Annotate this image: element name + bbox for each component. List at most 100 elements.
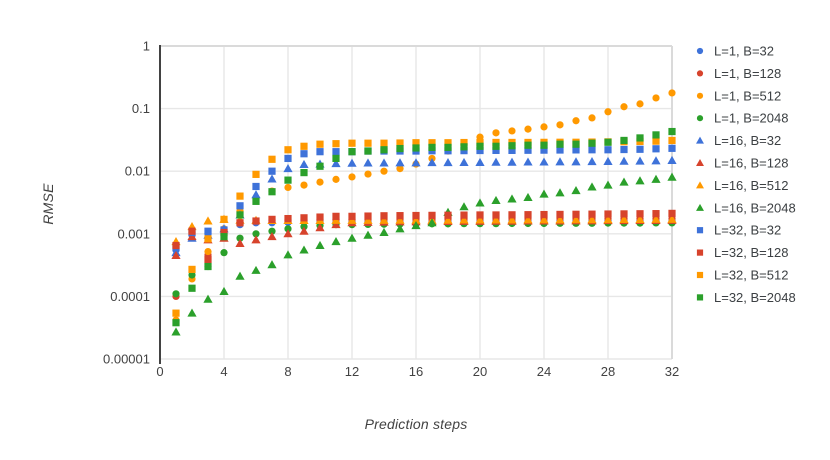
legend-item-l-1-b-32[interactable]: L=1, B=32 (696, 44, 774, 59)
y-tick-label: 0.01 (125, 164, 150, 179)
legend-item-l-32-b-2048[interactable]: L=32, B=2048 (696, 290, 796, 305)
legend-item-l-32-b-32[interactable]: L=32, B=32 (696, 223, 781, 238)
legend-item-l-32-b-128[interactable]: L=32, B=128 (696, 245, 789, 260)
data-point (667, 172, 677, 181)
data-point (620, 145, 628, 154)
data-point (380, 139, 388, 147)
x-tick-label: 32 (665, 364, 679, 379)
data-point (267, 260, 277, 269)
data-point (604, 108, 612, 116)
x-tick-label: 8 (284, 364, 291, 379)
data-point (635, 214, 645, 224)
data-point (539, 215, 549, 224)
data-point (220, 249, 228, 257)
data-point (427, 218, 437, 227)
data-point (188, 265, 196, 273)
data-point (524, 125, 532, 133)
data-point (380, 146, 388, 154)
data-point (507, 194, 517, 203)
data-point (572, 140, 580, 148)
data-point (652, 145, 660, 153)
legend-label: L=32, B=32 (714, 223, 781, 238)
data-point (556, 210, 564, 219)
gridlines (159, 45, 673, 364)
square-legend-icon (696, 271, 704, 279)
data-point (540, 146, 548, 154)
data-point (204, 247, 212, 256)
data-point (316, 148, 324, 156)
data-point (380, 167, 388, 175)
data-point (348, 173, 356, 181)
data-point (411, 158, 421, 167)
data-point (588, 210, 596, 218)
data-point (235, 238, 245, 247)
data-point (348, 139, 356, 147)
data-point (668, 89, 676, 97)
data-point (252, 230, 260, 238)
data-point (268, 155, 276, 163)
data-point (316, 213, 324, 221)
data-point (460, 143, 468, 151)
data-point (524, 141, 532, 149)
legend-item-l-16-b-512[interactable]: L=16, B=512 (696, 178, 788, 193)
data-point (204, 235, 212, 243)
legend-item-l-1-b-512[interactable]: L=1, B=512 (696, 88, 781, 103)
triangle-legend-icon (696, 159, 704, 167)
data-point (300, 214, 308, 222)
x-tick-label: 20 (473, 364, 487, 379)
legend-item-l-16-b-128[interactable]: L=16, B=128 (696, 156, 788, 171)
legend-item-l-16-b-32[interactable]: L=16, B=32 (696, 133, 781, 148)
data-point (203, 216, 213, 225)
data-point (171, 327, 181, 336)
y-tick-label: 0.001 (117, 226, 150, 241)
data-point (476, 211, 484, 219)
data-point (332, 212, 340, 220)
data-point (236, 192, 244, 200)
data-point (652, 131, 660, 139)
data-point (508, 211, 516, 219)
data-point (348, 148, 356, 156)
data-point (364, 212, 372, 220)
data-point (475, 198, 485, 207)
data-point (187, 308, 197, 317)
series-l-1-b-128 (172, 214, 676, 300)
data-point (236, 234, 244, 242)
legend-item-l-16-b-2048[interactable]: L=16, B=2048 (696, 200, 796, 215)
legend-item-l-32-b-512[interactable]: L=32, B=512 (696, 268, 789, 283)
data-point (508, 146, 516, 154)
data-point (555, 215, 565, 224)
data-point (220, 228, 228, 237)
legend-label: L=1, B=128 (714, 66, 781, 81)
data-point (396, 165, 404, 173)
data-point (236, 219, 244, 227)
data-point (204, 227, 212, 235)
data-point (555, 188, 565, 197)
legend-item-l-1-b-128[interactable]: L=1, B=128 (696, 66, 781, 81)
data-point (604, 146, 612, 154)
data-point (460, 147, 468, 155)
data-point (268, 215, 276, 223)
data-point (668, 144, 676, 152)
square-legend-icon (696, 227, 704, 234)
series-l-32-b-128 (172, 209, 676, 263)
data-point (492, 129, 500, 137)
data-point (491, 215, 501, 224)
legend-item-l-1-b-2048[interactable]: L=1, B=2048 (696, 111, 789, 126)
data-point (459, 157, 469, 166)
series-l-1-b-2048 (172, 219, 676, 298)
data-point (236, 202, 244, 210)
square-legend-icon (696, 249, 704, 256)
series-l-16-b-2048 (171, 172, 677, 336)
data-point (411, 221, 421, 230)
data-point (444, 143, 452, 151)
data-point (284, 146, 292, 154)
data-point (492, 211, 500, 219)
data-point (636, 210, 644, 218)
data-point (524, 146, 532, 154)
data-point (476, 142, 484, 150)
data-point (556, 140, 564, 148)
data-point (332, 148, 340, 156)
data-point (267, 232, 277, 241)
data-point (347, 158, 357, 167)
